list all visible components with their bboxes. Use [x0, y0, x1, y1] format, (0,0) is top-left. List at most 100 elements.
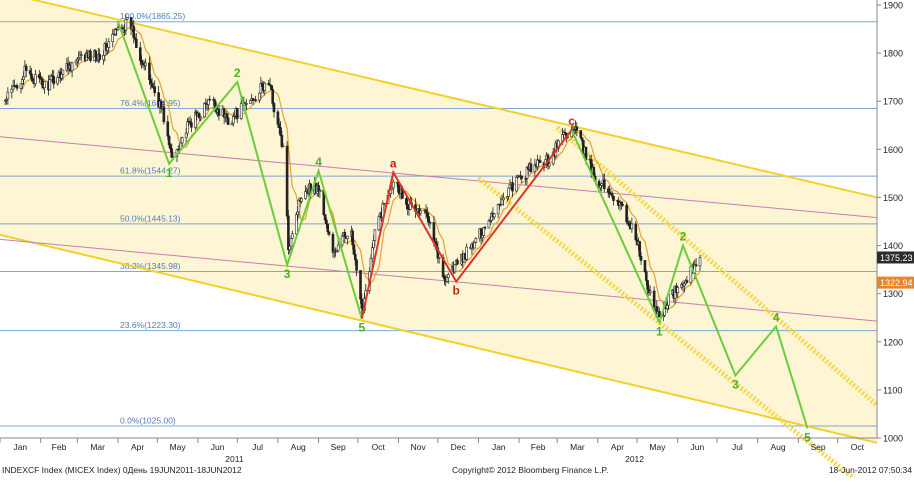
wave-label: 5	[804, 430, 811, 444]
candle	[294, 212, 298, 236]
candle-body	[260, 83, 264, 88]
candle-body	[639, 256, 643, 261]
candle-body	[579, 130, 583, 139]
candle	[360, 293, 364, 315]
candle-body	[232, 115, 235, 124]
candle-body	[606, 188, 610, 193]
candle	[254, 95, 257, 103]
candle-body	[599, 185, 602, 189]
candle-body	[144, 62, 147, 66]
candle-body	[346, 235, 349, 239]
price-tag: 1322.94	[877, 276, 914, 289]
candle-body	[258, 92, 261, 101]
candle-body	[507, 187, 510, 197]
fib-label: 50.0%(1445.13)	[120, 213, 181, 223]
candle	[300, 197, 303, 204]
candle-body	[43, 81, 46, 89]
candle-body	[445, 277, 449, 282]
candle-body	[300, 198, 303, 202]
x-tick-label: Jan	[13, 442, 27, 452]
candle-body	[492, 213, 496, 218]
candle-body	[291, 233, 294, 239]
candle-body	[473, 242, 476, 249]
price-tag-bg	[877, 251, 914, 264]
candle-body	[652, 290, 656, 310]
candle	[370, 243, 374, 263]
candle	[31, 75, 35, 84]
candle-body	[630, 223, 634, 230]
candle-body	[646, 280, 649, 290]
candle-body	[225, 113, 229, 119]
candle	[245, 98, 248, 110]
candle-body	[343, 231, 347, 237]
candle	[271, 85, 274, 107]
candle	[89, 48, 92, 63]
candlesticks	[3, 14, 702, 322]
candle-body	[263, 82, 267, 91]
candle	[326, 223, 330, 235]
x-tick-label: Oct	[851, 442, 865, 452]
candle	[22, 71, 25, 85]
x-tick-label: Jul	[252, 442, 263, 452]
candle-body	[426, 212, 429, 217]
candle-body	[538, 160, 542, 163]
candle	[336, 239, 340, 253]
candle	[208, 95, 212, 102]
candle-body	[483, 227, 487, 229]
candle-body	[56, 76, 59, 85]
candle	[474, 237, 478, 244]
candle-body	[297, 199, 301, 213]
candle	[11, 79, 15, 93]
candle-body	[48, 79, 52, 91]
candle-body	[276, 111, 280, 125]
x-tick-label: Feb	[52, 442, 67, 452]
candle-body	[612, 195, 615, 201]
candle	[217, 105, 221, 121]
candle-body	[620, 201, 623, 205]
x-tick-label: Mar	[90, 442, 105, 452]
candle-body	[698, 257, 702, 267]
candle-body	[456, 260, 459, 265]
candle-body	[203, 102, 206, 118]
candle-body	[24, 65, 28, 71]
inner-pink-lower	[0, 238, 878, 322]
price-tag-label: 1322.94	[880, 278, 913, 288]
channel-lines	[0, 0, 879, 482]
candle	[355, 258, 358, 277]
candle-body	[217, 109, 221, 116]
candle-body	[281, 145, 285, 148]
x-tick-label: May	[649, 442, 666, 452]
candle	[643, 260, 647, 274]
candle	[453, 264, 457, 274]
candle-body	[11, 86, 15, 90]
candle-body	[98, 53, 101, 60]
wave-label: 2	[680, 230, 687, 244]
candle-body	[340, 235, 344, 246]
green-wave-2011	[117, 21, 363, 319]
price-tag-label: 1375.23	[880, 253, 913, 263]
candle	[107, 38, 111, 54]
candle-body	[19, 83, 23, 89]
y-tick-label: 1600	[883, 145, 903, 155]
candle	[207, 98, 210, 110]
candle	[70, 61, 74, 78]
candle-body	[427, 216, 430, 223]
candle-body	[184, 132, 188, 139]
candle	[579, 130, 583, 139]
candle-body	[603, 179, 606, 190]
wave-label: b	[453, 284, 460, 298]
candle-body	[496, 203, 500, 215]
candle-body	[685, 280, 689, 283]
candle-body	[627, 222, 631, 227]
candle-body	[89, 50, 92, 61]
y-tick-label: 1200	[883, 337, 903, 347]
candle	[148, 56, 151, 85]
year-label: 2012	[625, 454, 644, 464]
footer-right: 18-Jun-2012 07:50:34	[829, 465, 912, 475]
candle-body	[199, 116, 202, 119]
candle	[239, 97, 243, 121]
candle	[694, 258, 698, 268]
candle-body	[352, 244, 356, 255]
candle-body	[372, 240, 375, 248]
fib-label: 100.0%(1865.25)	[120, 11, 185, 21]
